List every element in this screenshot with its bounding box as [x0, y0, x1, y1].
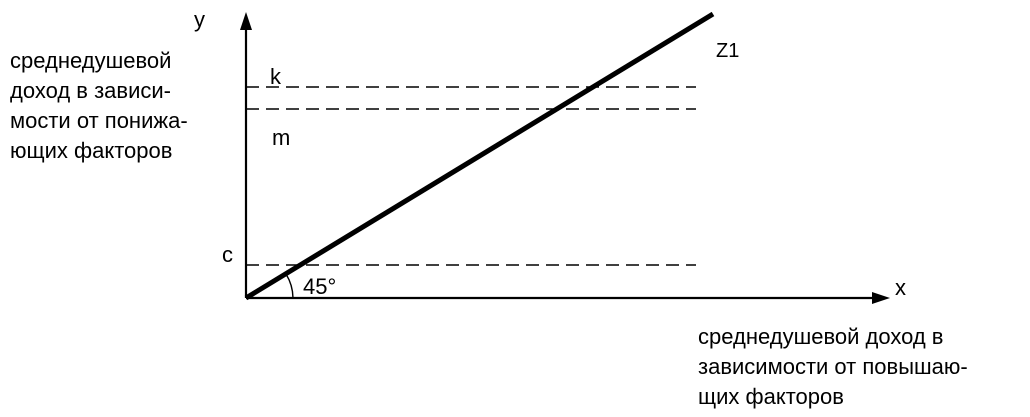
level-label-c: c [222, 240, 233, 270]
x-axis-label-line: зависимости от повышаю- [698, 352, 968, 382]
y-axis-label: среднедушевой доход в зависи- мости от п… [10, 46, 188, 166]
y-axis-label-line: мости от понижа- [10, 106, 188, 136]
y-axis-label-line: доход в зависи- [10, 76, 188, 106]
y-axis-letter: y [194, 8, 205, 32]
level-label-k: k [270, 62, 281, 92]
main-line-z1 [246, 14, 713, 298]
x-axis-label-line: среднедушевой доход в [698, 322, 968, 352]
angle-label: 45° [303, 272, 336, 302]
y-axis-label-line: ющих факторов [10, 136, 188, 166]
angle-arc [286, 274, 293, 298]
x-axis-label-line: щих факторов [698, 382, 968, 412]
level-label-m: m [272, 123, 290, 153]
x-axis-letter: x [895, 276, 906, 300]
y-axis-label-line: среднедушевой [10, 46, 188, 76]
x-axis-arrowhead [872, 292, 890, 304]
line-label-z1: Z1 [716, 36, 739, 66]
y-axis-arrowhead [240, 12, 252, 30]
x-axis-label: среднедушевой доход в зависимости от пов… [698, 322, 968, 412]
